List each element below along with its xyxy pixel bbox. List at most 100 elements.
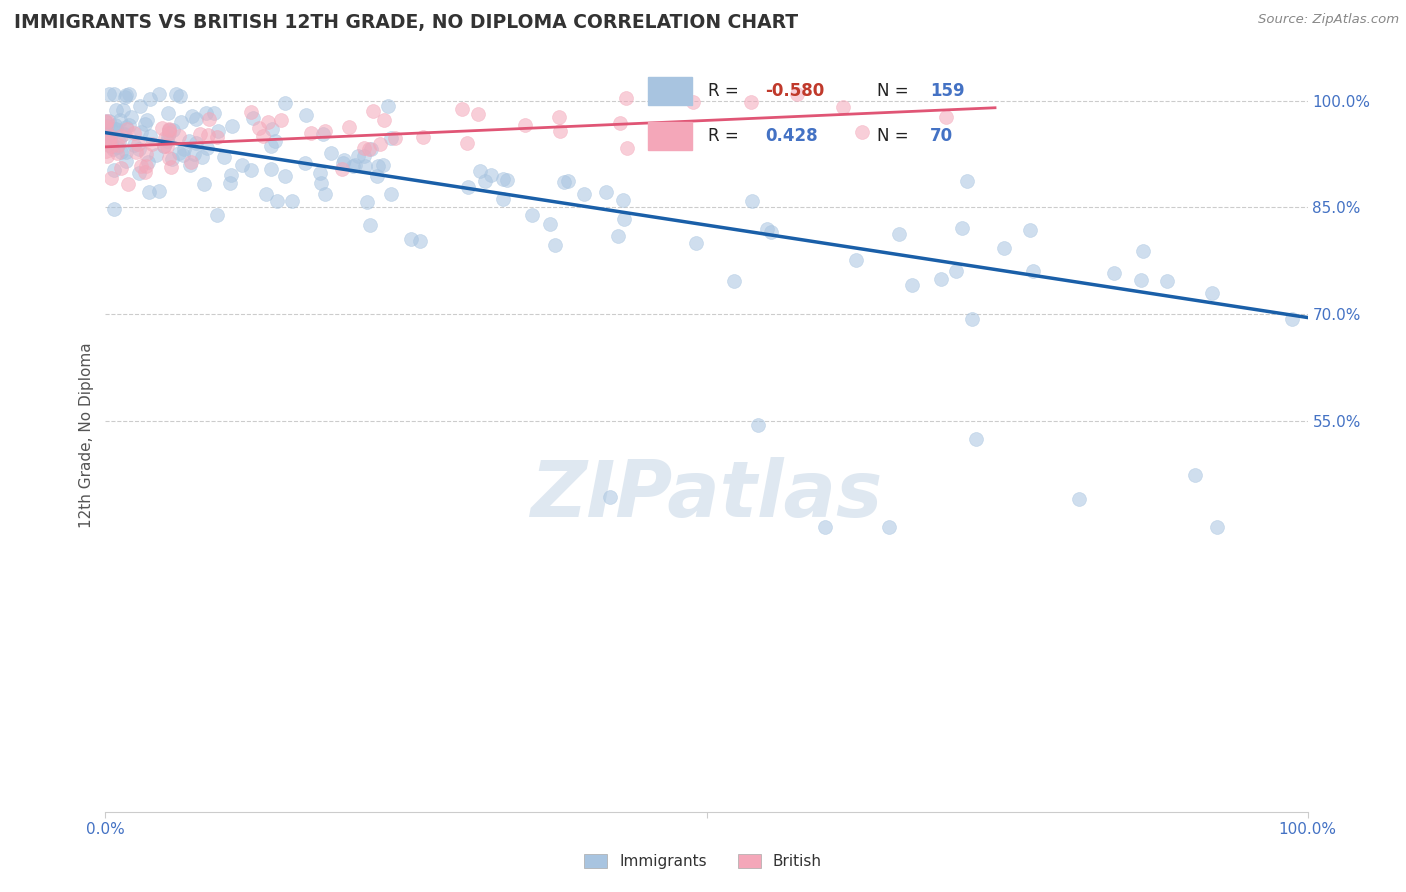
Point bbox=[100, 122, 122, 136]
Point bbox=[1102, 266, 1125, 280]
Point bbox=[112, 127, 135, 141]
Point bbox=[337, 120, 360, 134]
Text: Source: ZipAtlas.com: Source: ZipAtlas.com bbox=[1258, 13, 1399, 27]
Point bbox=[759, 226, 782, 240]
Point bbox=[309, 166, 332, 180]
Point bbox=[368, 136, 391, 151]
Point bbox=[474, 174, 496, 188]
Point bbox=[616, 141, 638, 155]
Point bbox=[1022, 263, 1045, 277]
Point bbox=[755, 222, 778, 236]
Point bbox=[122, 137, 145, 152]
Point bbox=[219, 168, 242, 182]
Point bbox=[138, 92, 160, 106]
Point bbox=[221, 119, 243, 133]
Point bbox=[467, 107, 489, 121]
Point bbox=[231, 158, 253, 172]
Point bbox=[929, 272, 952, 286]
Point bbox=[380, 131, 402, 145]
Point bbox=[685, 236, 707, 251]
Legend: Immigrants, British: Immigrants, British bbox=[578, 848, 828, 875]
Point bbox=[157, 122, 180, 136]
Point bbox=[179, 158, 201, 172]
Point bbox=[956, 174, 979, 188]
Point bbox=[103, 163, 125, 178]
Point bbox=[135, 113, 157, 128]
Point bbox=[332, 155, 354, 169]
Point bbox=[97, 133, 120, 147]
Point bbox=[367, 159, 389, 173]
Point bbox=[321, 146, 343, 161]
Point bbox=[177, 134, 200, 148]
Point bbox=[110, 128, 132, 143]
Point bbox=[141, 137, 163, 152]
Point bbox=[128, 166, 150, 180]
Point bbox=[105, 140, 128, 154]
Point bbox=[96, 119, 118, 133]
Point bbox=[94, 115, 117, 129]
Point bbox=[254, 187, 277, 202]
Point bbox=[162, 122, 184, 136]
Point bbox=[311, 127, 333, 141]
Point bbox=[184, 136, 207, 150]
Point bbox=[274, 169, 297, 183]
Point bbox=[180, 155, 202, 169]
Point bbox=[314, 124, 336, 138]
Point bbox=[98, 128, 121, 143]
Point bbox=[115, 120, 138, 134]
Point bbox=[167, 128, 190, 143]
Point bbox=[104, 103, 127, 118]
Point bbox=[399, 231, 422, 245]
Point bbox=[270, 112, 292, 127]
Point bbox=[468, 164, 491, 178]
Point bbox=[377, 99, 399, 113]
Point bbox=[153, 131, 176, 145]
Point bbox=[887, 227, 910, 241]
Point bbox=[115, 145, 138, 160]
Point bbox=[157, 123, 180, 137]
Point bbox=[553, 175, 575, 189]
Point bbox=[682, 95, 704, 109]
Point bbox=[595, 186, 617, 200]
Point bbox=[1129, 273, 1152, 287]
Point bbox=[101, 142, 124, 156]
Point bbox=[129, 125, 152, 139]
Point bbox=[194, 106, 217, 120]
Point bbox=[148, 184, 170, 198]
Point bbox=[363, 103, 385, 118]
Point bbox=[294, 156, 316, 170]
Point bbox=[212, 150, 235, 164]
Point bbox=[613, 212, 636, 227]
Point bbox=[96, 126, 118, 140]
Point bbox=[901, 277, 924, 292]
Point bbox=[100, 139, 122, 153]
Point bbox=[491, 192, 513, 206]
Point bbox=[353, 149, 375, 163]
Point bbox=[94, 114, 117, 128]
Point bbox=[128, 142, 150, 156]
Point bbox=[264, 134, 287, 148]
Point bbox=[205, 209, 228, 223]
Point bbox=[844, 252, 866, 267]
Point bbox=[572, 186, 595, 201]
Point bbox=[557, 174, 579, 188]
Point bbox=[108, 135, 131, 149]
Point bbox=[548, 123, 571, 137]
Point bbox=[242, 111, 264, 125]
Point bbox=[239, 105, 262, 120]
Point bbox=[118, 87, 141, 101]
Point bbox=[496, 173, 519, 187]
Point bbox=[110, 161, 132, 175]
Point bbox=[960, 312, 983, 326]
Point bbox=[814, 520, 837, 534]
Point bbox=[148, 87, 170, 101]
Point bbox=[105, 145, 128, 160]
Point bbox=[97, 114, 120, 128]
Point bbox=[103, 87, 125, 101]
Point bbox=[156, 139, 179, 153]
Point bbox=[111, 103, 134, 117]
Point bbox=[343, 158, 366, 172]
Point bbox=[110, 145, 132, 160]
Point bbox=[544, 238, 567, 252]
Point bbox=[266, 194, 288, 209]
